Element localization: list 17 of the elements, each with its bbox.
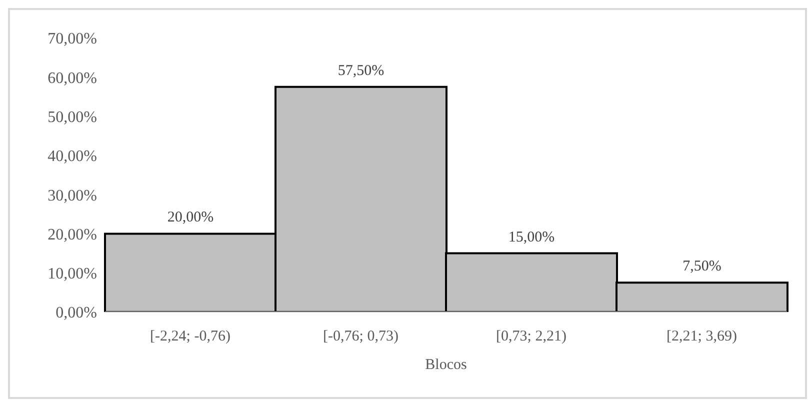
y-tick-label: 0,00% xyxy=(56,304,97,322)
y-tick-label: 60,00% xyxy=(48,70,97,87)
data-label: 20,00% xyxy=(167,210,214,226)
data-label: 15,00% xyxy=(508,229,555,246)
y-tick-label: 20,00% xyxy=(48,226,97,244)
data-label: 57,50% xyxy=(338,62,384,79)
x-tick-label: [-0,76; 0,73) xyxy=(323,328,398,345)
y-tick-label: 10,00% xyxy=(48,266,97,283)
y-tick-label: 30,00% xyxy=(48,187,97,204)
x-tick-label: [-2,24; -0,76) xyxy=(150,328,230,345)
y-tick-label: 70,00% xyxy=(48,30,97,48)
x-tick-label: [0,73; 2,21) xyxy=(496,328,566,345)
data-label: 7,50% xyxy=(682,258,722,275)
x-axis-title: Blocos xyxy=(425,357,467,373)
x-tick-label: [2,21; 3,69) xyxy=(666,328,737,345)
y-tick-label: 40,00% xyxy=(48,148,97,166)
y-tick-label: 50,00% xyxy=(48,108,97,126)
